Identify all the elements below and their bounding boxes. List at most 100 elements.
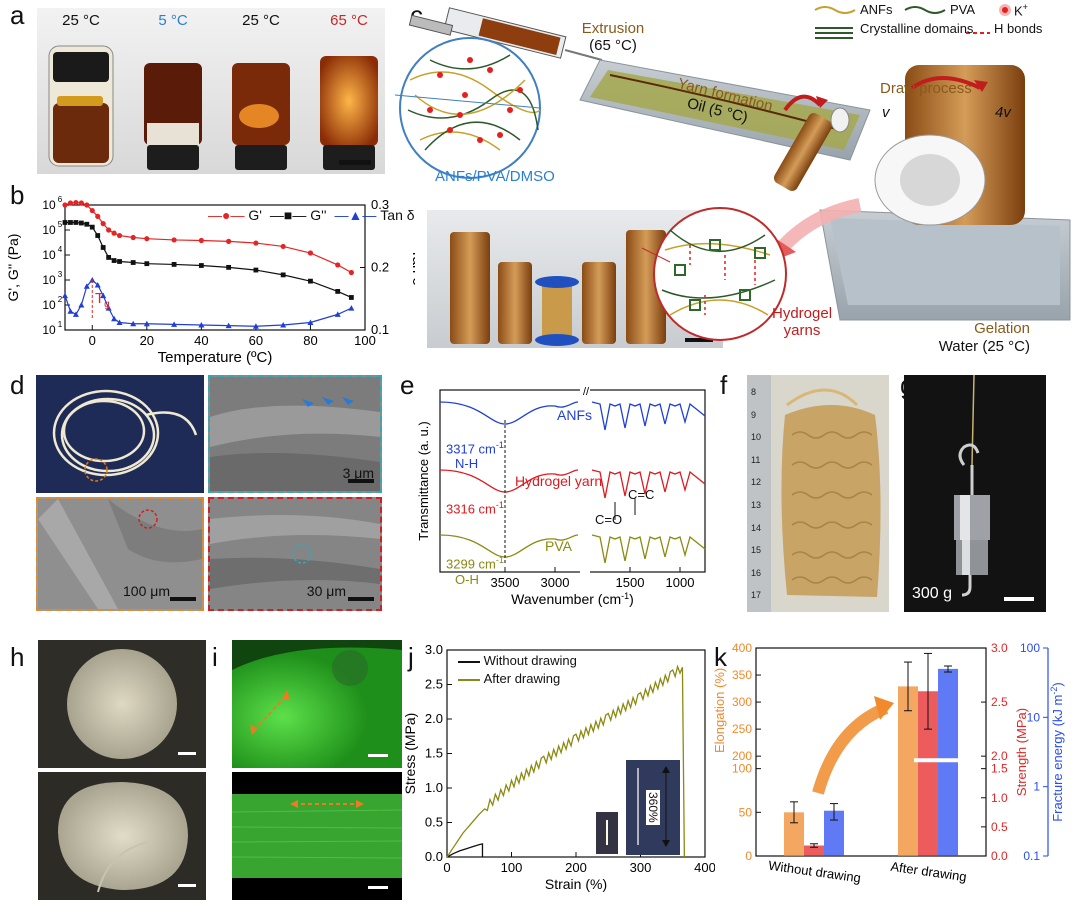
scale-30um: 30 μm	[306, 583, 346, 599]
point	[111, 258, 117, 263]
legend-h-bonds: H bonds	[994, 21, 1043, 36]
panel-label-j: j	[408, 642, 414, 672]
point	[117, 259, 122, 264]
bond-nh: N-H	[455, 456, 479, 471]
point	[100, 245, 106, 250]
vial-temp-2: 5 °C	[158, 12, 188, 29]
bar-0-1	[804, 845, 824, 856]
syringe	[408, 7, 603, 61]
point	[335, 288, 341, 294]
chart-j: 0 100 200 300 400 0.0 0.5 1.0 1.5 2.0 2.5 3.0 Strain…	[405, 642, 715, 892]
vial-2	[144, 63, 202, 170]
bond-co: C=O	[595, 512, 623, 527]
point	[73, 199, 79, 206]
legend-anfs: ANFs	[860, 2, 893, 17]
legend-without-drawing: Without drawing	[483, 653, 577, 668]
point	[95, 213, 101, 219]
series-line-1	[65, 221, 352, 299]
legend-after-drawing: After drawing	[483, 671, 561, 686]
point	[226, 238, 232, 244]
point	[307, 319, 314, 325]
chart-e-frame	[439, 389, 706, 573]
xtick-label: 200	[565, 860, 587, 875]
chart-b-y2label: Tan δ	[409, 249, 415, 286]
ytick-label: 0.0	[425, 849, 443, 864]
y2tick-label: 0.1	[371, 322, 389, 337]
fluorescence-before	[232, 640, 402, 768]
point	[116, 232, 123, 239]
point	[198, 263, 204, 268]
draw-arrow-2	[910, 76, 981, 90]
point	[78, 220, 84, 226]
ytick-exp: 2	[58, 295, 63, 304]
draw-process-label: Draw process	[880, 80, 972, 97]
y2tick-label: 0.2	[371, 260, 389, 275]
panel-label-k: k	[714, 642, 727, 672]
vial-1	[48, 45, 114, 167]
draw-arrow-1	[783, 94, 822, 112]
curve-label-pva: PVA	[545, 538, 572, 554]
point	[116, 319, 123, 325]
point	[307, 250, 314, 256]
curve-label-anfs: ANFs	[557, 407, 592, 423]
k-left-label: Elongation (%)	[714, 668, 727, 753]
xtick-label: 3000	[541, 575, 570, 590]
axis-break-mark: //	[583, 386, 590, 398]
point	[89, 207, 95, 214]
point	[280, 322, 287, 328]
trend-arrow	[812, 702, 889, 795]
left-tick-label: 250	[732, 722, 752, 736]
axis-break-band	[914, 758, 980, 763]
panel-label-d: d	[10, 370, 25, 400]
scale-100um: 100 μm	[123, 583, 170, 599]
point	[111, 230, 117, 236]
bar-0-2	[824, 810, 844, 856]
chart-b-legend: —●— G' —■— G'' —▲— Tan δ	[208, 207, 415, 223]
mid-tick-label: 0.5	[991, 820, 1008, 834]
panel-a-photo: 25 °C 5 °C 25 °C 65 °C	[37, 8, 385, 174]
xtick-label: 300	[630, 860, 652, 875]
ytick-label: 2.0	[425, 711, 443, 726]
gelation-label: Gelation	[974, 320, 1030, 337]
chart-e: // 3500 3000 1500 1000 Wavenumber (cm-1) Trans…	[416, 386, 706, 607]
ytick-label: 10	[42, 323, 56, 337]
ytick-label: 10	[42, 248, 56, 262]
legend-tan-delta: Tan δ	[380, 207, 415, 223]
vials-illustration	[37, 8, 385, 174]
point	[226, 264, 232, 270]
ftir-curve-0	[439, 401, 706, 431]
left-tick-label: 400	[732, 641, 752, 655]
left-tick-label: 0	[745, 849, 752, 863]
y2tick-label: 0.3	[371, 197, 389, 212]
left-tick-label: 50	[739, 805, 753, 819]
spools-photo	[427, 210, 723, 348]
chart-j-legend: Without drawing After drawing	[458, 652, 577, 688]
point	[100, 221, 106, 227]
ytick-label: 10	[42, 198, 56, 212]
xtick-label: 0	[89, 333, 96, 348]
chart-b-ylabel: G', G'' (Pa)	[5, 234, 21, 302]
xtick-label: 1000	[666, 575, 695, 590]
point	[130, 234, 136, 241]
xtick-label: 3500	[491, 575, 520, 590]
hydrogel-circle	[653, 207, 787, 341]
point	[73, 220, 79, 225]
panel-label-h: h	[10, 642, 25, 672]
panel-label-i: i	[212, 642, 218, 672]
point	[348, 295, 354, 300]
right-tick-label: 0.1	[1023, 849, 1040, 863]
ytick-exp: 3	[58, 270, 63, 279]
panel-c-schematic	[394, 4, 1071, 348]
k-mid-label: Strength (MPa)	[1014, 708, 1029, 796]
right-tick-label: 100	[1020, 641, 1040, 655]
ytick-exp: 5	[58, 220, 63, 229]
mid-tick-label: 2.0	[991, 749, 1008, 763]
cross-section-after	[38, 772, 206, 900]
vial-temp-4: 65 °C	[330, 12, 368, 29]
mid-tick-label: 3.0	[991, 641, 1008, 655]
ytick-label: 1.5	[425, 746, 443, 761]
c-legend-symbols	[814, 4, 1011, 39]
ytick-label: 10	[42, 223, 56, 237]
cross-section-before	[38, 640, 206, 768]
xtick-label: 60	[249, 333, 263, 348]
